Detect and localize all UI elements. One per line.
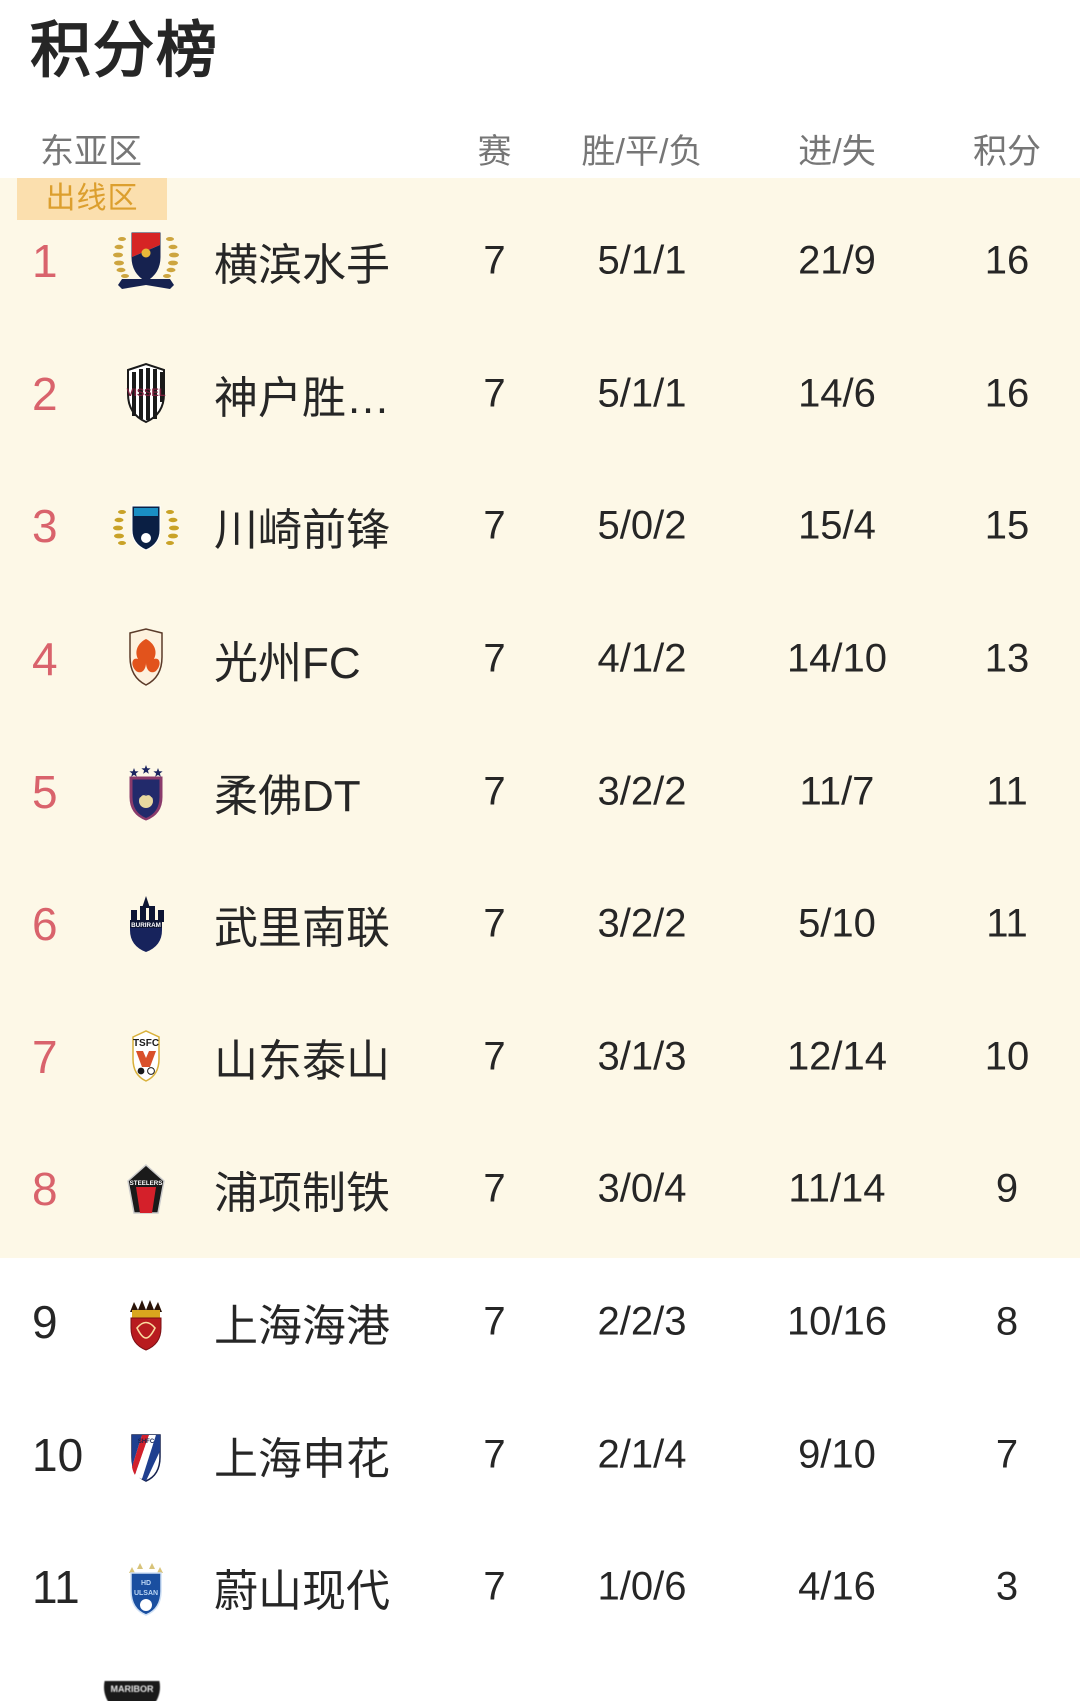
svg-text:STEELERS: STEELERS bbox=[130, 1180, 163, 1187]
svg-text:SHFC: SHFC bbox=[138, 1439, 155, 1445]
svg-text:VISSEL: VISSEL bbox=[126, 387, 165, 399]
svg-text:BURIRAM: BURIRAM bbox=[131, 922, 161, 929]
svg-text:ULSAN: ULSAN bbox=[134, 1590, 158, 1597]
svg-text:HD: HD bbox=[141, 1580, 151, 1587]
svg-text:MARIBOR: MARIBOR bbox=[111, 1684, 154, 1694]
svg-text:TSFC: TSFC bbox=[133, 1038, 159, 1049]
